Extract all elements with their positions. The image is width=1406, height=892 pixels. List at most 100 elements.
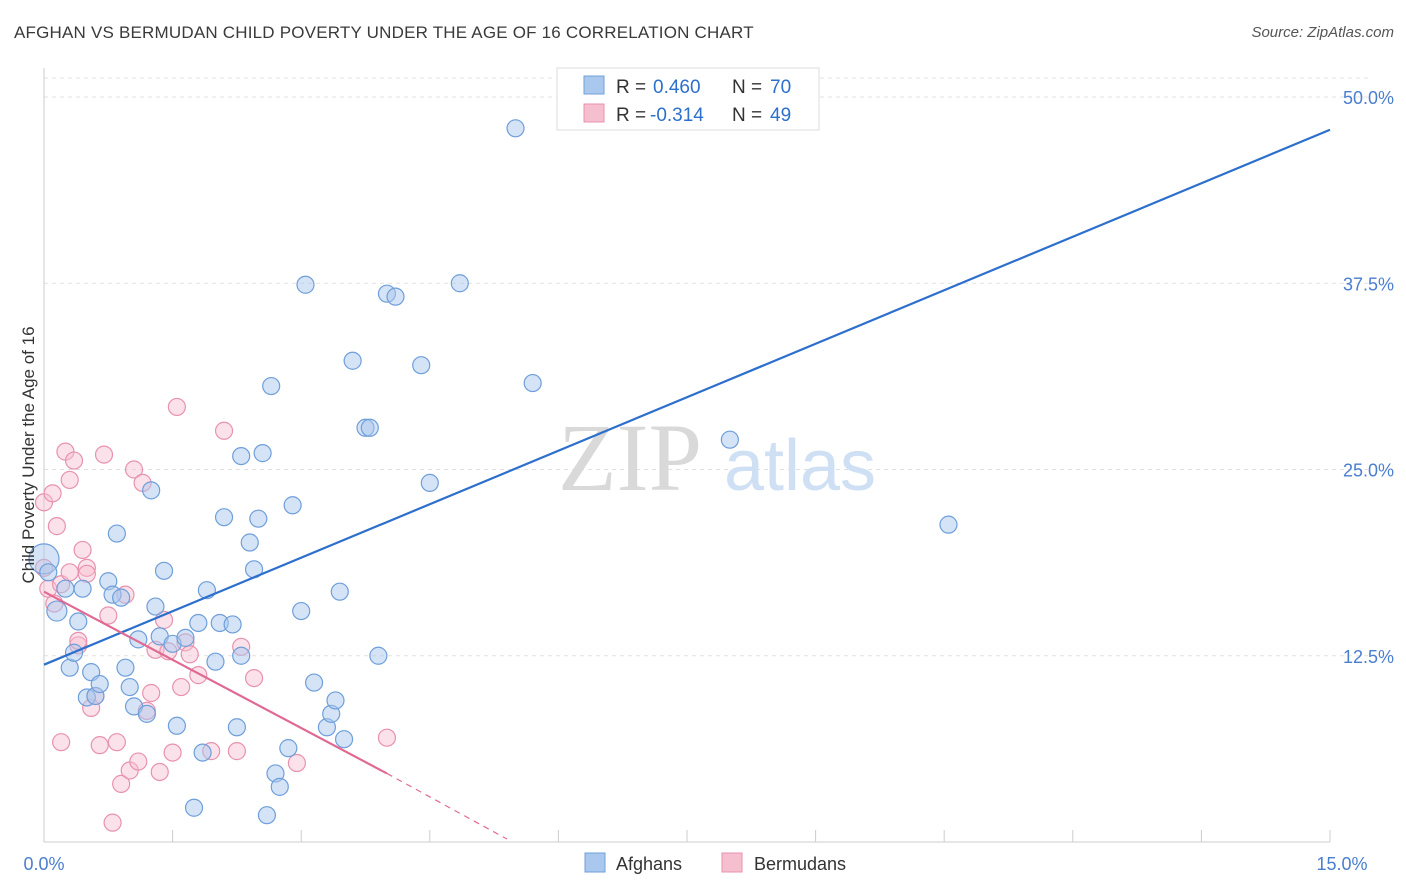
afghan-point xyxy=(176,628,195,647)
legend-r-label-bermudans: R = xyxy=(616,105,646,126)
bermudan-point xyxy=(180,645,199,664)
bermudan-point xyxy=(287,753,307,773)
afghan-point xyxy=(60,658,79,677)
legend-n-value-afghans: 70 xyxy=(770,77,791,98)
bermudan-point xyxy=(99,606,118,625)
bermudan-point xyxy=(167,397,186,417)
y-tick-label: 37.5% xyxy=(1343,274,1394,294)
afghan-point xyxy=(142,481,161,500)
afghan-point xyxy=(420,473,439,493)
trend-lines xyxy=(43,128,1331,840)
y-tick-label: 25.0% xyxy=(1343,461,1394,481)
afghan-trend-line xyxy=(43,128,1331,666)
afghan-point xyxy=(120,677,139,697)
afghan-point xyxy=(227,718,246,737)
legend-r-value-afghans: 0.460 xyxy=(653,77,701,98)
y-tick-label: 50.0% xyxy=(1343,88,1394,108)
afghan-point xyxy=(939,515,958,534)
bermudan-point xyxy=(227,742,246,761)
x-tick-label: 15.0% xyxy=(1316,854,1367,874)
afghan-point xyxy=(137,704,156,723)
afghan-point xyxy=(257,806,277,825)
y-axis-title: Child Poverty Under the Age of 16 xyxy=(19,326,38,583)
afghan-points xyxy=(28,119,958,825)
bermudan-point xyxy=(377,728,397,747)
bermudan-point xyxy=(60,470,79,490)
bermudan-point xyxy=(142,683,161,703)
legend-r-label-afghans: R = xyxy=(616,77,646,98)
afghan-point xyxy=(112,588,131,607)
afghan-point xyxy=(189,613,208,633)
chart-title: AFGHAN VS BERMUDAN CHILD POVERTY UNDER T… xyxy=(14,23,754,42)
watermark-atlas: atlas xyxy=(724,426,876,506)
afghan-point xyxy=(386,287,405,306)
bermudan-point xyxy=(103,813,122,832)
afghan-point xyxy=(253,444,272,463)
afghan-point xyxy=(279,739,298,758)
afghan-point xyxy=(412,356,431,375)
bermudan-point xyxy=(77,558,96,577)
afghan-point xyxy=(193,743,212,762)
legend-r-value-bermudans: -0.314 xyxy=(650,105,704,126)
afghan-point xyxy=(270,777,289,796)
afghan-point xyxy=(232,646,251,665)
afghan-point xyxy=(296,275,315,294)
afghan-point xyxy=(720,430,739,449)
afghan-point xyxy=(39,563,58,582)
legend-top: R = 0.460 N = 70 R = -0.314 N = 49 xyxy=(556,67,820,131)
afghan-point xyxy=(46,600,68,622)
bermudan-point xyxy=(77,564,96,583)
afghan-point xyxy=(167,716,186,735)
afghan-point xyxy=(223,615,242,634)
legend-n-label-bermudans: N = xyxy=(732,105,762,126)
legend-swatch-afghans xyxy=(583,75,605,95)
afghan-point xyxy=(90,674,109,694)
afghan-point xyxy=(206,652,225,671)
afghan-point xyxy=(184,798,204,817)
bermudan-trend-extension xyxy=(386,772,508,840)
afghan-point xyxy=(343,351,362,370)
afghan-point xyxy=(262,376,281,396)
legend-bottom-label-afghans: Afghans xyxy=(616,854,682,874)
axes: 0.0% 15.0% 12.5% 25.0% 37.5% 50.0% xyxy=(23,68,1394,874)
afghan-point xyxy=(326,691,345,710)
bermudan-point xyxy=(47,517,66,536)
afghan-point xyxy=(56,579,75,598)
source-label: Source: ZipAtlas.com xyxy=(1251,24,1394,41)
legend-n-label-afghans: N = xyxy=(732,77,762,98)
afghan-point xyxy=(232,446,251,466)
afghan-point xyxy=(283,496,302,515)
legend-bottom-swatch-afghans xyxy=(584,852,606,873)
bermudan-point xyxy=(94,445,114,464)
bermudan-trend-line xyxy=(43,590,388,775)
afghan-point xyxy=(292,601,311,621)
afghan-point xyxy=(523,373,542,393)
bermudan-point xyxy=(107,733,126,752)
bermudan-point xyxy=(244,668,264,688)
afghan-point xyxy=(369,646,388,665)
bermudan-point xyxy=(150,762,169,782)
afghan-point xyxy=(330,582,349,601)
bermudan-point xyxy=(73,540,92,560)
gridlines xyxy=(44,77,1370,657)
bermudan-point xyxy=(129,752,148,771)
afghan-point xyxy=(73,579,92,598)
bermudan-point xyxy=(163,743,182,762)
bermudan-point xyxy=(43,484,62,503)
afghan-point xyxy=(450,274,469,293)
bermudan-point xyxy=(64,451,84,470)
bermudan-point xyxy=(52,733,71,752)
legend-bottom-label-bermudans: Bermudans xyxy=(754,854,846,874)
y-tick-label: 12.5% xyxy=(1343,647,1394,667)
legend-bottom: Afghans Bermudans xyxy=(584,852,846,874)
afghan-point xyxy=(304,673,324,692)
afghan-point xyxy=(334,730,354,749)
afghan-point xyxy=(116,658,135,677)
bermudan-point xyxy=(90,736,109,755)
bermudan-point xyxy=(112,774,131,793)
bermudan-point xyxy=(172,677,191,697)
bermudan-point xyxy=(60,563,79,582)
afghan-point xyxy=(506,119,525,138)
x-tick-label: 0.0% xyxy=(23,854,64,874)
